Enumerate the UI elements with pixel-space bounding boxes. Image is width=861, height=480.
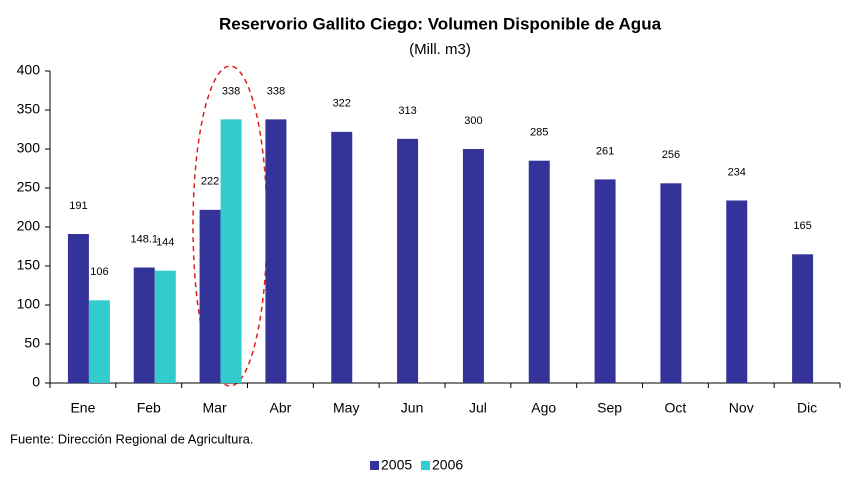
x-tick-label: Ene [70,400,95,416]
y-tick-label: 150 [17,257,41,273]
bar [154,270,176,383]
y-tick-label: 400 [17,62,41,78]
bar [660,183,682,383]
y-tick-label: 0 [32,374,40,390]
x-tick-label: Jul [469,400,487,416]
value-label: 148.1 [130,233,158,245]
y-tick-label: 100 [17,296,41,312]
y-tick-label: 350 [17,101,41,117]
x-tick-label: Dic [797,400,817,416]
bar [792,254,814,383]
x-tick-label: Ago [531,400,556,416]
y-tick-label: 250 [17,179,41,195]
source-note: Fuente: Dirección Regional de Agricultur… [10,431,254,446]
y-tick-label: 200 [17,218,41,234]
value-label: 338 [267,85,285,97]
x-tick-label: Mar [203,400,227,416]
bar [220,119,242,384]
chart-subtitle: (Mill. m3) [409,41,471,58]
value-label: 144 [156,237,174,249]
value-label: 222 [201,176,219,188]
legend-swatch [370,461,379,470]
legend-label: 2005 [381,457,412,473]
y-tick-label: 50 [24,335,40,351]
bar [594,179,616,383]
value-label: 338 [222,85,240,97]
value-label: 106 [90,266,108,278]
bar [67,234,89,383]
bar [397,138,419,383]
bar [331,131,353,383]
value-label: 191 [69,200,87,212]
value-label: 165 [793,220,811,232]
x-tick-label: Sep [597,400,622,416]
x-tick-label: Abr [270,400,292,416]
x-tick-label: Nov [729,400,754,416]
bar [199,209,221,383]
value-label: 285 [530,127,548,139]
bar [462,149,484,383]
y-tick-label: 300 [17,140,41,156]
value-label: 322 [333,98,351,110]
chart-title: Reservorio Gallito Ciego: Volumen Dispon… [219,14,662,33]
value-label: 300 [464,115,482,127]
legend-label: 2006 [432,457,463,473]
bar [265,119,287,384]
legend-swatch [421,461,430,470]
x-tick-label: Oct [665,400,687,416]
x-tick-label: May [333,400,359,416]
value-label: 313 [398,105,416,117]
value-label: 261 [596,145,614,157]
bar [88,300,110,383]
x-tick-label: Jun [401,400,424,416]
x-tick-label: Feb [137,400,161,416]
bar [726,200,748,383]
bar [528,160,550,383]
value-label: 256 [662,149,680,161]
value-label: 234 [728,166,746,178]
bar [133,267,155,383]
